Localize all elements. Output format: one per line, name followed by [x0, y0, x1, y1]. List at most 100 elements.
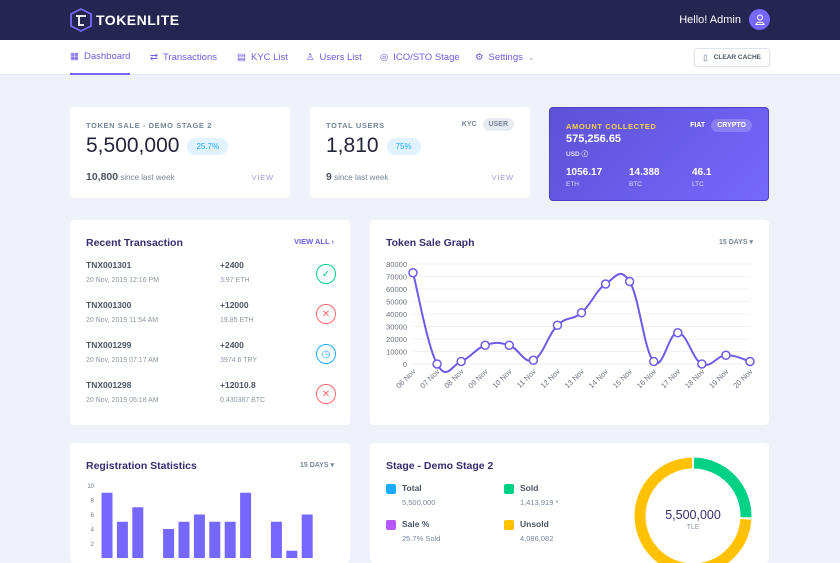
status-approved-icon[interactable]: ✓ [316, 264, 336, 284]
token-sale-value: 5,500,000 [86, 134, 180, 157]
x-tick-label: 13 Nov [563, 367, 586, 390]
amount-value: 575,256.65 [566, 133, 622, 145]
data-point[interactable] [528, 355, 539, 365]
bar[interactable] [178, 521, 190, 558]
data-point[interactable] [600, 279, 611, 289]
transfer-icon: ⇄ [150, 52, 158, 63]
donut-slice-sold[interactable] [693, 457, 752, 518]
view-link[interactable]: VIEW [491, 173, 514, 182]
bar[interactable] [116, 521, 128, 558]
bar[interactable] [163, 529, 175, 558]
nav-transactions[interactable]: ⇄ Transactions [150, 52, 217, 63]
card-label: TOKEN SALE - DEMO STAGE 2 [86, 121, 212, 130]
info-icon[interactable]: ⓘ [581, 151, 589, 158]
legend-item: Sold 1,413,919 * [504, 483, 558, 507]
tx-amount: +12010.8 [220, 380, 256, 390]
nav-users-list[interactable]: ♙ Users List [306, 52, 362, 63]
fiat-toggle[interactable]: FIAT [690, 122, 706, 129]
list-icon: ▤ [237, 52, 246, 63]
data-point[interactable] [504, 340, 515, 350]
series-line [412, 272, 751, 373]
total-users-card: TOTAL USERS KYC USER 1,810 75% 9 since la… [310, 107, 530, 198]
data-point[interactable] [480, 340, 490, 350]
crypto-toggle[interactable]: CRYPTO [711, 119, 752, 132]
chevron-right-icon: › [331, 237, 335, 246]
view-link[interactable]: VIEW [251, 173, 274, 182]
bar[interactable] [301, 514, 313, 559]
bar[interactable] [270, 521, 282, 558]
bar[interactable] [193, 514, 205, 559]
card-title: Stage - Demo Stage 2 [386, 460, 494, 472]
nav-kyc-list[interactable]: ▤ KYC List [237, 52, 288, 63]
logo[interactable]: TOKENLITE [70, 8, 180, 32]
percent-badge: 25.7% [187, 137, 229, 155]
range-dropdown[interactable]: 15 DAYS ▾ [299, 462, 334, 469]
legend-item: Sale % 25.7% Sold [386, 519, 440, 543]
legend-label: Unsold [520, 519, 549, 529]
status-pending-icon[interactable]: ◷ [316, 344, 336, 364]
legend-swatch [386, 483, 396, 494]
legend-swatch [504, 483, 514, 494]
bar[interactable] [209, 521, 221, 558]
bar[interactable] [101, 492, 113, 558]
view-all-link[interactable]: VIEW ALL › [293, 237, 335, 246]
kyc-toggle[interactable]: KYC [461, 121, 477, 128]
x-tick-label: 10 Nov [491, 367, 514, 390]
nav-dashboard[interactable]: ▦ Dashboard [70, 40, 131, 75]
data-point[interactable] [648, 356, 659, 367]
tx-currency: 19.85 ETH [220, 317, 254, 324]
status-canceled-icon[interactable]: ✕ [316, 304, 336, 324]
y-tick-label: 6 [91, 513, 95, 519]
tx-date: 20 Nov, 2019 07:17 AM [86, 357, 159, 364]
data-point[interactable] [432, 359, 442, 369]
x-tick-label: 15 Nov [611, 367, 634, 390]
legend-swatch [386, 519, 396, 530]
donut-center: 5,500,000 TLE [653, 508, 733, 531]
data-point[interactable] [697, 359, 707, 369]
x-tick-label: 12 Nov [539, 367, 562, 390]
chevron-down-icon: ⌄ [527, 53, 535, 62]
data-point[interactable] [624, 276, 635, 287]
greeting: Hello! Admin [679, 13, 741, 26]
tx-currency: 3974.6 TRY [220, 357, 258, 364]
data-point[interactable] [552, 320, 563, 330]
transaction-row[interactable]: TNX001300 20 Nov, 2019 11:54 AM +12000 19.8… [86, 300, 336, 336]
avatar[interactable] [749, 9, 770, 30]
nav-settings[interactable]: ⚙ Settings ⌄ [475, 52, 535, 63]
card-label: TOTAL USERS [326, 121, 385, 130]
x-tick-label: 18 Nov [683, 367, 706, 390]
tx-date: 20 Nov, 2019 05:18 AM [86, 397, 159, 404]
since-value: 10,800 [86, 171, 119, 183]
transaction-row[interactable]: TNX001301 20 Nov, 2019 12:16 PM +2400 3.97 … [86, 260, 336, 296]
x-tick-label: 19 Nov [707, 367, 730, 390]
tx-id: TNX001299 [86, 340, 132, 350]
card-title: Registration Statistics [86, 460, 197, 472]
clear-cache-button[interactable]: ▯ CLEAR CACHE [694, 48, 770, 67]
registration-bar-chart: 2 4 6 8 10 [87, 484, 313, 559]
data-point[interactable] [745, 356, 755, 367]
transaction-row[interactable]: TNX001298 20 Nov, 2019 05:18 AM +12010.8 0.… [86, 380, 336, 416]
status-canceled-icon[interactable]: ✕ [316, 384, 336, 404]
transaction-row[interactable]: TNX001299 20 Nov, 2019 07:17 AM +2400 3974.… [86, 340, 336, 376]
data-point[interactable] [408, 268, 418, 278]
legend-label: Sold [520, 483, 539, 493]
y-tick-label: 70000 [386, 273, 407, 282]
registration-stats-card: Registration Statistics 15 DAYS ▾ 2 4 6 8 10 [70, 443, 350, 563]
coin-eth: 1056.17 ETH [566, 167, 603, 188]
bar[interactable] [240, 492, 252, 558]
range-dropdown[interactable]: 15 DAYS ▾ [718, 239, 753, 246]
bar[interactable] [286, 550, 298, 558]
data-point[interactable] [721, 350, 731, 360]
tx-id: TNX001300 [86, 300, 132, 310]
y-tick-label: 2 [91, 542, 95, 548]
bar[interactable] [224, 521, 236, 558]
y-tick-label: 10 [87, 484, 94, 490]
user-toggle[interactable]: USER [482, 118, 514, 131]
legend-label: Sale % [402, 519, 430, 529]
data-point[interactable] [576, 308, 587, 318]
nav-ico-stage[interactable]: ◎ ICO/STO Stage [380, 52, 460, 63]
bar[interactable] [132, 507, 144, 558]
tx-id: TNX001298 [86, 380, 132, 390]
data-point[interactable] [456, 356, 466, 367]
data-point[interactable] [673, 328, 683, 338]
